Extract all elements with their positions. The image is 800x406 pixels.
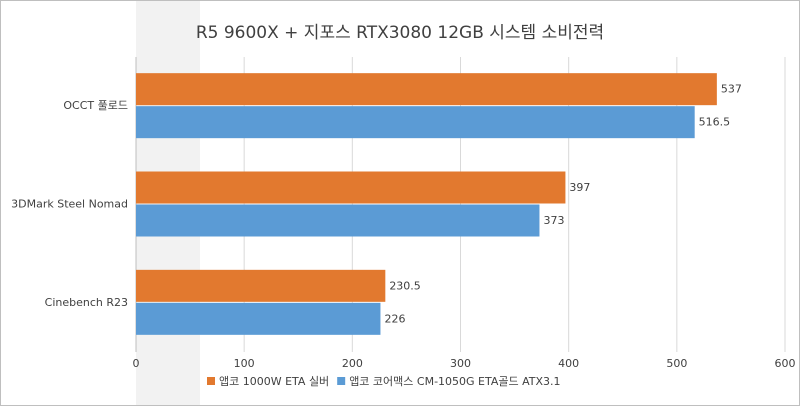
x-tick-label: 600 [775,357,796,370]
bar [136,171,566,204]
legend-label: 앱코 코어맥스 CM-1050G ETA골드 ATX3.1 [349,375,560,388]
x-tick-label: 200 [342,357,363,370]
value-label: 516.5 [699,116,731,129]
y-tick-label: 3DMark Steel Nomad [11,198,128,211]
x-tick-label: 0 [133,357,140,370]
bar [136,302,381,335]
x-tick-label: 500 [666,357,687,370]
legend-label: 앱코 1000W ETA 실버 [219,375,329,388]
legend-swatch [207,377,215,385]
bar [136,204,540,237]
y-tick-label: Cinebench R23 [45,296,128,309]
x-tick-label: 100 [234,357,255,370]
value-label: 230.5 [389,279,421,292]
chart-title: R5 9600X + 지포스 RTX3080 12GB 시스템 소비전력 [196,23,604,43]
bar [136,73,717,106]
bar [136,269,386,302]
y-tick-label: OCCT 풀로드 [63,99,128,112]
value-label: 537 [721,83,742,96]
value-label: 373 [543,214,564,227]
value-label: 397 [569,181,590,194]
value-label: 226 [384,312,405,325]
legend-swatch [337,377,346,385]
x-tick-label: 400 [558,357,579,370]
bar [136,106,695,139]
x-tick-label: 300 [450,357,471,370]
